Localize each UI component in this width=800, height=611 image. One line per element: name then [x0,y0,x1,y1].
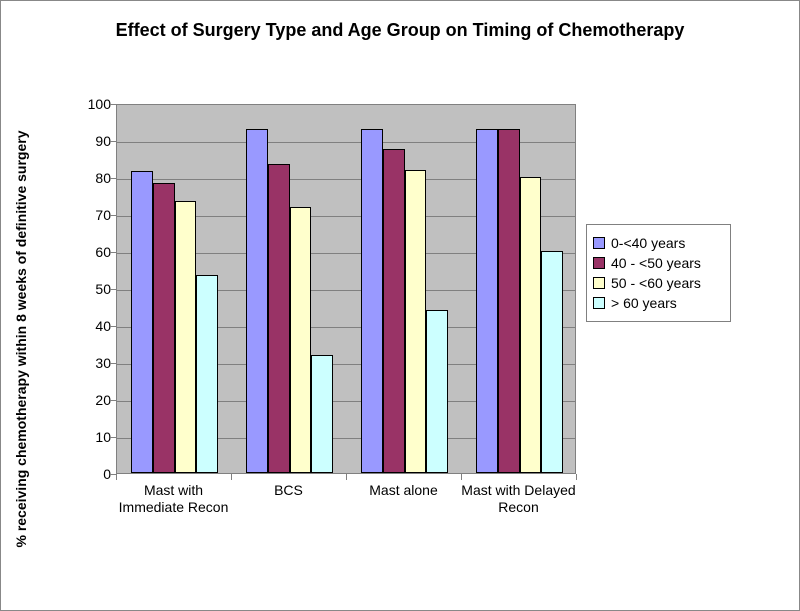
bar [541,251,563,473]
bar [498,129,520,473]
y-tick-label: 0 [76,466,111,482]
y-tick-label: 40 [76,318,111,334]
y-axis-label: % receiving chemotherapy within 8 weeks … [13,130,29,547]
y-tick-label: 20 [76,392,111,408]
bar [196,275,218,473]
bar [246,129,268,473]
legend-item: 40 - <50 years [593,255,724,271]
y-tick-label: 30 [76,355,111,371]
legend: 0-<40 years 40 - <50 years 50 - <60 years >… [586,224,731,322]
legend-label: > 60 years [611,295,677,311]
y-tick-label: 50 [76,281,111,297]
bar [476,129,498,473]
bar [311,355,333,473]
bar [290,207,312,473]
legend-label: 40 - <50 years [611,255,701,271]
legend-swatch [593,277,605,289]
y-tick-label: 10 [76,429,111,445]
bar [361,129,383,473]
x-tick-mark [461,474,462,480]
plot-area [116,104,576,474]
x-category-label: Mast with Delayed Recon [461,482,576,516]
bar [426,310,448,473]
bar [153,183,175,473]
x-tick-mark [116,474,117,480]
legend-item: > 60 years [593,295,724,311]
x-category-label: Mast with Immediate Recon [116,482,231,516]
x-tick-mark [231,474,232,480]
y-tick-label: 80 [76,170,111,186]
legend-label: 50 - <60 years [611,275,701,291]
y-tick-label: 70 [76,207,111,223]
bars-layer [117,105,575,473]
chart-container: Effect of Surgery Type and Age Group on … [0,0,800,611]
legend-swatch [593,297,605,309]
plot-wrapper: % receiving chemotherapy within 8 weeks … [61,104,791,574]
x-tick-mark [576,474,577,480]
bar [520,177,542,473]
y-tick-label: 60 [76,244,111,260]
bar [405,170,427,473]
x-category-label: BCS [231,482,346,499]
legend-swatch [593,237,605,249]
x-tick-mark [346,474,347,480]
x-category-label: Mast alone [346,482,461,499]
bar [268,164,290,473]
y-tick-label: 90 [76,133,111,149]
chart-title: Effect of Surgery Type and Age Group on … [1,1,799,42]
legend-swatch [593,257,605,269]
y-tick-label: 100 [76,96,111,112]
legend-item: 0-<40 years [593,235,724,251]
bar [131,171,153,473]
legend-item: 50 - <60 years [593,275,724,291]
bar [383,149,405,473]
legend-label: 0-<40 years [611,235,685,251]
bar [175,201,197,473]
